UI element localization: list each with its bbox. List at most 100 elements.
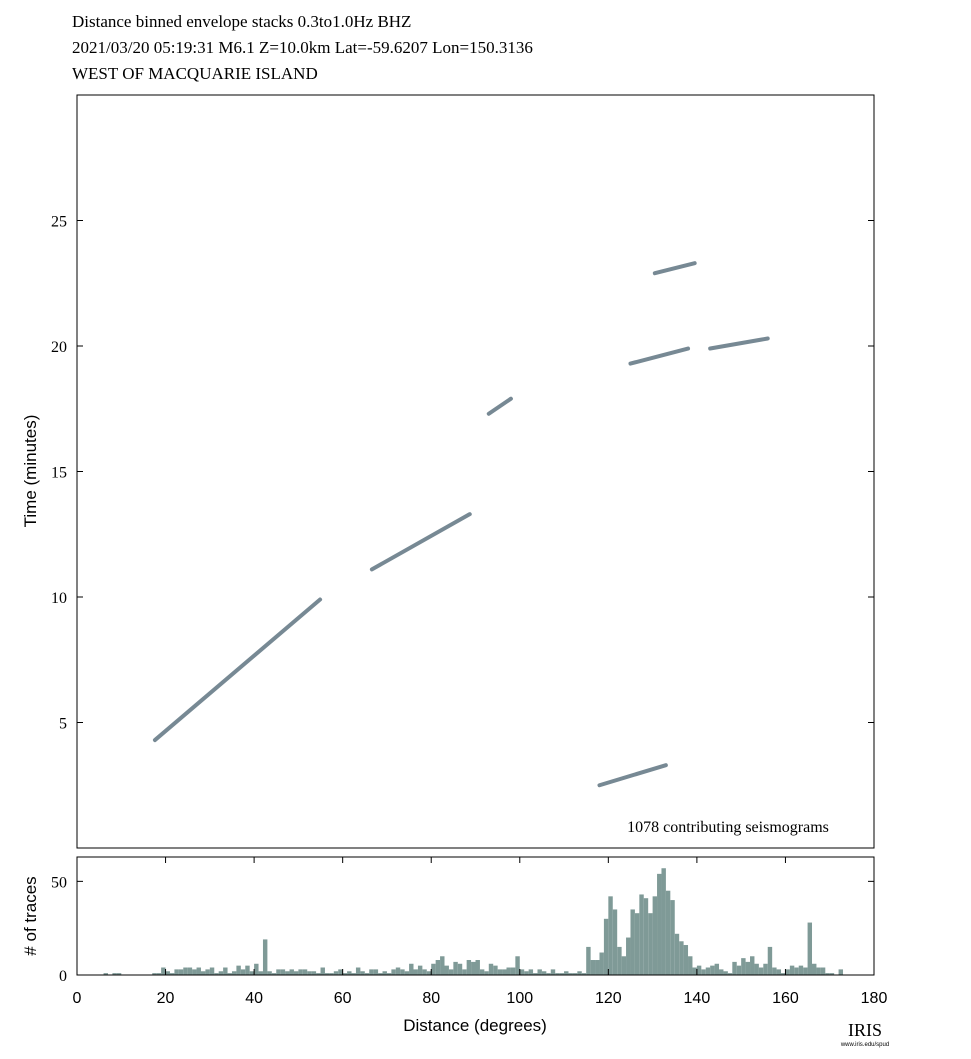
bar [674, 933, 680, 975]
bar [192, 969, 197, 975]
bar [307, 971, 312, 975]
bar [621, 956, 627, 975]
bar [519, 969, 525, 975]
bar [471, 961, 476, 975]
bar [298, 969, 303, 975]
bar [577, 971, 582, 975]
bar [245, 965, 250, 975]
bar [652, 896, 658, 975]
chart-title: Distance binned envelope stacks 0.3to1.0… [72, 12, 411, 31]
bar [369, 969, 374, 975]
bar [776, 969, 782, 975]
bar [205, 969, 210, 975]
bar [710, 965, 715, 975]
bar [679, 941, 684, 975]
bar [214, 973, 219, 975]
bar [435, 960, 441, 975]
bar [448, 969, 454, 975]
bar [670, 900, 675, 975]
bar [510, 967, 516, 975]
bar [493, 965, 498, 975]
bar [741, 958, 746, 975]
y-tick-label: 0 [59, 968, 67, 985]
bar [750, 956, 755, 975]
bar [378, 973, 383, 975]
bar [564, 971, 569, 975]
bar [440, 956, 445, 975]
arrival-line [597, 763, 668, 788]
bar [825, 973, 830, 975]
bar [267, 971, 272, 975]
bar [612, 909, 618, 975]
bar [373, 969, 379, 975]
bar [183, 967, 188, 975]
bar [223, 967, 228, 975]
bar [444, 965, 449, 975]
bar [723, 971, 728, 975]
bar [302, 969, 308, 975]
bar [262, 939, 268, 975]
bar [391, 969, 396, 975]
bar [683, 945, 689, 975]
bar [103, 973, 108, 975]
bar [161, 967, 166, 975]
bar [240, 969, 246, 975]
plot-frame [76, 94, 875, 849]
bar [816, 967, 821, 975]
bar [156, 973, 162, 975]
bar [116, 973, 122, 975]
y-tick-label: 25 [51, 214, 67, 231]
bar [280, 969, 286, 975]
bar [789, 965, 795, 975]
bar [572, 973, 578, 975]
bar [249, 971, 255, 975]
bar [696, 965, 702, 975]
x-axis-label: Distance (degrees) [403, 1016, 547, 1035]
bar [643, 898, 649, 975]
bar [608, 896, 613, 975]
bar [794, 967, 799, 975]
bar [316, 973, 321, 975]
bar [209, 967, 215, 975]
bar [634, 913, 640, 975]
bar [355, 967, 361, 975]
x-tick-label: 0 [73, 990, 82, 1007]
y-tick-label: 15 [51, 465, 67, 482]
annotation: 1078 contributing seismograms [627, 819, 829, 836]
bar [714, 963, 720, 975]
bar [271, 973, 277, 975]
bar [803, 967, 808, 975]
bar [293, 971, 299, 975]
bar [453, 961, 458, 975]
y-axis-label: # of traces [21, 876, 40, 955]
bar [254, 963, 259, 975]
bar [732, 961, 737, 975]
bar [347, 971, 352, 975]
bar [475, 960, 480, 975]
arrival-line [369, 512, 472, 572]
bar [200, 971, 206, 975]
bar [422, 969, 427, 975]
chart-subtitle: 2021/03/20 05:19:31 M6.1 Z=10.0km Lat=-5… [72, 38, 533, 57]
bar [364, 973, 370, 975]
arrival-line [486, 396, 513, 416]
region-label: WEST OF MACQUARIE ISLAND [72, 64, 318, 83]
bar [386, 973, 392, 975]
bar [506, 967, 511, 975]
bar [338, 969, 343, 975]
x-tick-label: 120 [595, 990, 622, 1007]
bar [772, 967, 777, 975]
bar [541, 971, 547, 975]
bar [426, 971, 432, 975]
bar [466, 960, 472, 975]
bar [169, 973, 175, 975]
x-tick-label: 140 [684, 990, 711, 1007]
bar [152, 973, 157, 975]
bar [196, 967, 201, 975]
bar [333, 971, 339, 975]
bar [661, 868, 666, 975]
bar [351, 973, 356, 975]
bar [285, 971, 290, 975]
x-tick-label: 20 [157, 990, 175, 1007]
y-tick-label: 10 [51, 590, 67, 607]
